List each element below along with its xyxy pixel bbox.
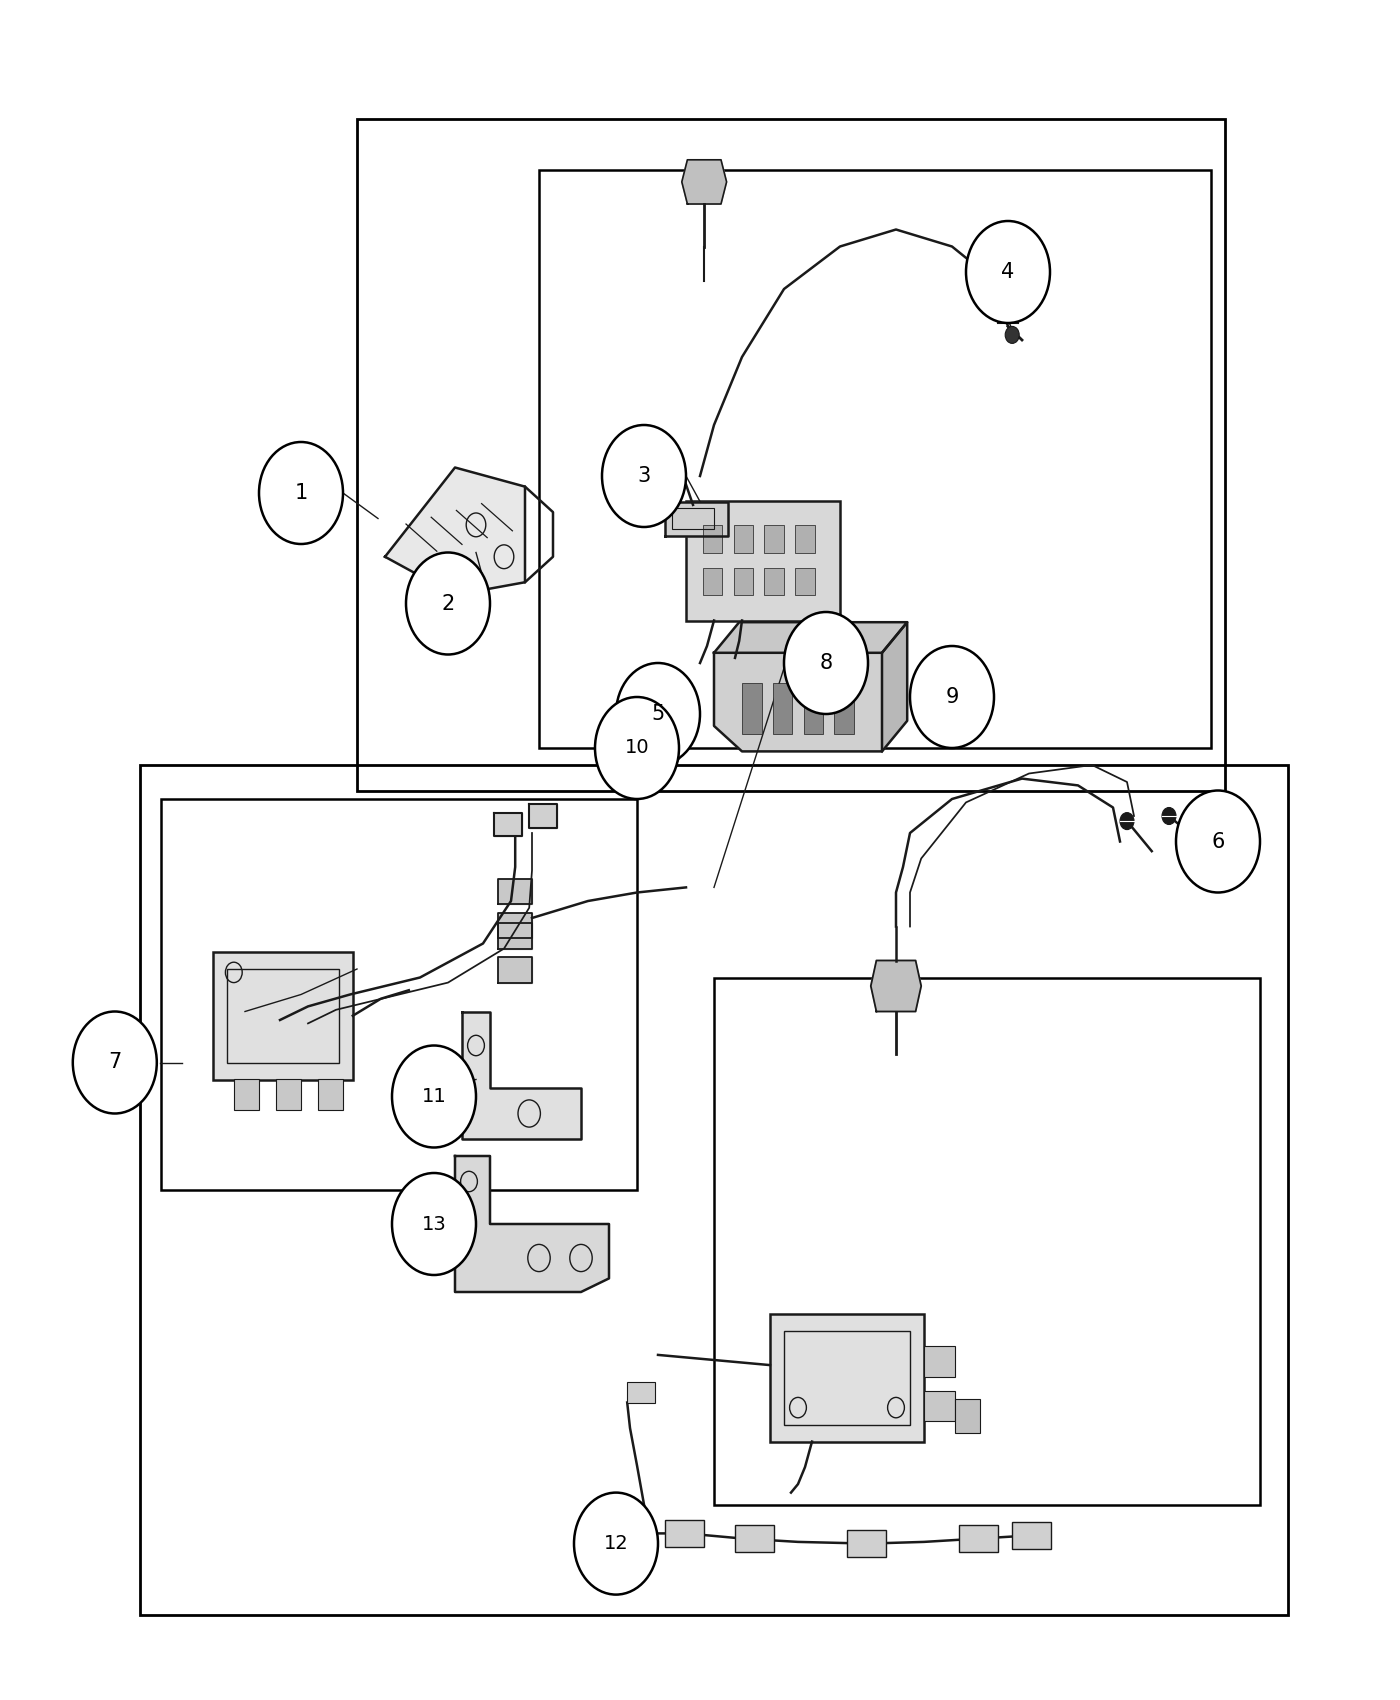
- Circle shape: [595, 697, 679, 799]
- Bar: [834, 683, 854, 734]
- Text: 7: 7: [108, 1052, 122, 1073]
- Bar: [318, 1080, 343, 1110]
- Text: 9: 9: [945, 687, 959, 707]
- Text: 8: 8: [819, 653, 833, 673]
- Bar: [714, 977, 1260, 1504]
- Circle shape: [73, 1012, 157, 1114]
- Text: 6: 6: [1211, 831, 1225, 852]
- Polygon shape: [498, 923, 532, 949]
- Polygon shape: [498, 879, 532, 904]
- Circle shape: [784, 612, 868, 714]
- Text: 12: 12: [603, 1533, 629, 1554]
- Bar: [742, 683, 762, 734]
- Bar: [959, 1525, 998, 1552]
- Circle shape: [602, 425, 686, 527]
- Polygon shape: [498, 957, 532, 983]
- Text: 10: 10: [624, 738, 650, 758]
- Text: 13: 13: [421, 1214, 447, 1234]
- Polygon shape: [682, 160, 727, 204]
- Text: 5: 5: [651, 704, 665, 724]
- Bar: [665, 1520, 704, 1547]
- Bar: [227, 969, 339, 1062]
- Bar: [734, 525, 753, 552]
- Bar: [955, 1399, 980, 1433]
- Bar: [847, 1530, 886, 1557]
- Bar: [539, 170, 1211, 748]
- Polygon shape: [462, 1012, 581, 1139]
- Circle shape: [910, 646, 994, 748]
- Circle shape: [966, 221, 1050, 323]
- Text: 4: 4: [1001, 262, 1015, 282]
- Bar: [672, 508, 714, 529]
- Circle shape: [392, 1173, 476, 1275]
- Bar: [686, 502, 840, 620]
- Bar: [764, 525, 784, 552]
- Circle shape: [406, 552, 490, 654]
- Polygon shape: [714, 653, 882, 751]
- Bar: [1012, 1522, 1051, 1549]
- Bar: [804, 683, 823, 734]
- Polygon shape: [455, 1156, 609, 1292]
- Bar: [213, 952, 353, 1080]
- Text: 2: 2: [441, 593, 455, 614]
- Text: 11: 11: [421, 1086, 447, 1107]
- Polygon shape: [871, 960, 921, 1011]
- Bar: [770, 1314, 924, 1442]
- Bar: [357, 119, 1225, 790]
- Bar: [773, 683, 792, 734]
- Bar: [703, 525, 722, 552]
- Polygon shape: [494, 813, 522, 836]
- Text: 3: 3: [637, 466, 651, 486]
- Circle shape: [1176, 790, 1260, 892]
- Bar: [276, 1080, 301, 1110]
- Bar: [795, 568, 815, 595]
- Bar: [161, 799, 637, 1190]
- Polygon shape: [529, 804, 557, 828]
- Bar: [924, 1346, 955, 1377]
- Text: 1: 1: [294, 483, 308, 503]
- Circle shape: [1005, 326, 1019, 343]
- Polygon shape: [665, 502, 728, 536]
- Polygon shape: [498, 913, 532, 938]
- Bar: [924, 1391, 955, 1421]
- Polygon shape: [714, 622, 907, 653]
- Bar: [627, 1382, 655, 1402]
- Bar: [764, 568, 784, 595]
- Bar: [140, 765, 1288, 1615]
- Circle shape: [392, 1046, 476, 1148]
- Polygon shape: [385, 468, 525, 595]
- Circle shape: [574, 1493, 658, 1595]
- Bar: [234, 1080, 259, 1110]
- Circle shape: [616, 663, 700, 765]
- Bar: [795, 525, 815, 552]
- Bar: [784, 1331, 910, 1425]
- Bar: [703, 568, 722, 595]
- Polygon shape: [882, 622, 907, 751]
- Circle shape: [259, 442, 343, 544]
- Bar: [734, 568, 753, 595]
- Bar: [735, 1525, 774, 1552]
- Circle shape: [1120, 813, 1134, 830]
- Circle shape: [1162, 808, 1176, 824]
